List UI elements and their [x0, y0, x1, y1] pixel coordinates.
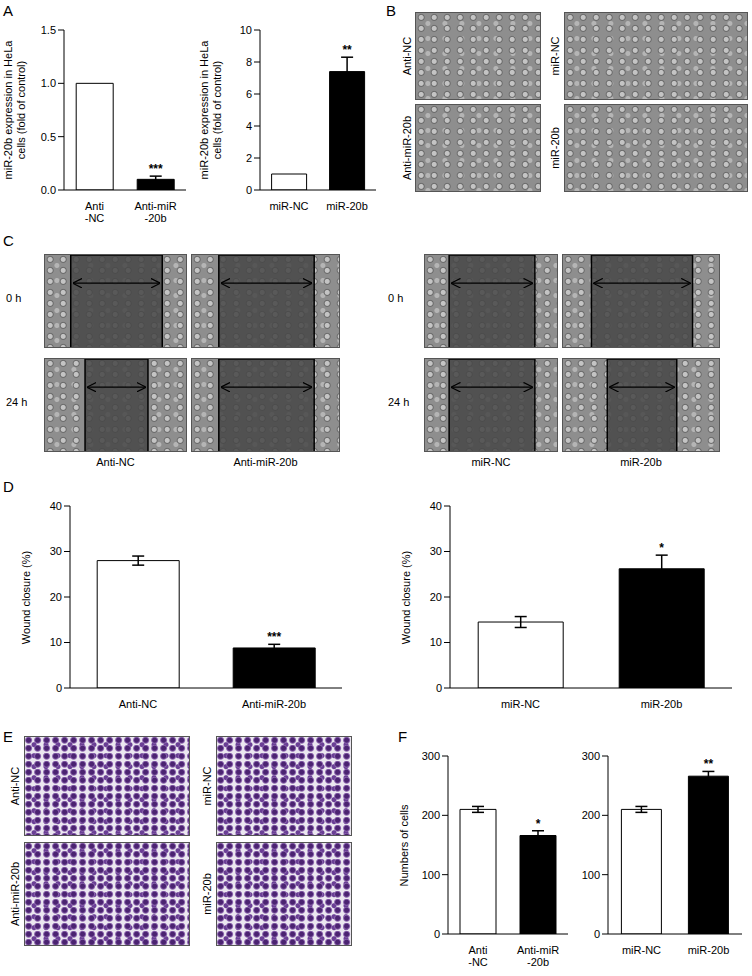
svg-text:***: ***	[149, 162, 163, 176]
svg-text:**: **	[704, 757, 714, 771]
html-text:F: F	[398, 728, 408, 745]
svg-text:***: ***	[267, 630, 281, 644]
html-text:miR-20b: miR-20b	[620, 456, 662, 468]
html-text:Numbers of cells: Numbers of cells	[398, 804, 411, 886]
html-text:Anti-miR-20b: Anti-miR-20b	[233, 456, 298, 468]
svg-text:miR-20b: miR-20b	[641, 698, 683, 710]
svg-text:**: **	[342, 43, 352, 57]
svg-text:Anti-NC: Anti-NC	[468, 944, 488, 968]
svg-text:1.0: 1.0	[41, 77, 56, 89]
html-text:Wound closure (%): Wound closure (%)	[20, 550, 33, 644]
svg-text:miR-NC: miR-NC	[269, 200, 308, 212]
html-text:miR-20b: miR-20b	[201, 873, 213, 915]
html-text:D: D	[3, 478, 14, 495]
html-text:Anti-NC: Anti-NC	[401, 36, 413, 76]
svg-text:Anti-NC: Anti-NC	[119, 698, 158, 710]
svg-text:0: 0	[594, 928, 600, 940]
svg-text:300: 300	[582, 750, 600, 762]
svg-text:4: 4	[246, 120, 252, 132]
svg-text:1.5: 1.5	[41, 24, 56, 36]
html-text:C: C	[3, 232, 14, 249]
svg-text:0: 0	[436, 682, 442, 694]
html-text:Wound closure (%): Wound closure (%)	[400, 550, 413, 644]
svg-text:0.5: 0.5	[41, 131, 56, 143]
html-text:0 h: 0 h	[6, 292, 22, 304]
html-text:miR-20b expression in HeLa cel: miR-20b expression in HeLa cells (fold o…	[2, 40, 27, 180]
html-text:24 h: 24 h	[6, 396, 28, 408]
html-text:miR-NC: miR-NC	[471, 456, 511, 468]
svg-text:*: *	[536, 817, 541, 831]
svg-text:40: 40	[50, 500, 62, 512]
html-text:miR-NC: miR-NC	[549, 36, 561, 76]
svg-text:0: 0	[246, 184, 252, 196]
svg-text:8: 8	[246, 56, 252, 68]
svg-text:miR-NC: miR-NC	[622, 944, 661, 956]
svg-text:0: 0	[56, 682, 62, 694]
html-text:miR-20b: miR-20b	[549, 127, 561, 169]
svg-text:20: 20	[430, 591, 442, 603]
svg-text:*: *	[659, 541, 664, 555]
svg-text:10: 10	[430, 636, 442, 648]
svg-text:Anti-miR-20b: Anti-miR-20b	[517, 944, 559, 968]
html-text:Anti-NC: Anti-NC	[9, 766, 21, 806]
svg-text:30: 30	[50, 545, 62, 557]
svg-text:100: 100	[422, 869, 440, 881]
svg-text:200: 200	[422, 809, 440, 821]
html-text:A: A	[3, 2, 13, 19]
svg-text:0.0: 0.0	[41, 184, 56, 196]
html-text:24 h: 24 h	[388, 396, 410, 408]
svg-text:Anti-miR-20b: Anti-miR-20b	[134, 200, 176, 224]
svg-text:miR-NC: miR-NC	[501, 698, 540, 710]
html-text:Anti-NC: Anti-NC	[96, 456, 135, 468]
html-text:B: B	[386, 2, 396, 19]
svg-text:20: 20	[50, 591, 62, 603]
svg-text:6: 6	[246, 88, 252, 100]
html-text:Anti-miR-20b: Anti-miR-20b	[401, 115, 413, 181]
svg-text:Anti-miR-20b: Anti-miR-20b	[242, 698, 306, 710]
svg-text:40: 40	[430, 500, 442, 512]
html-text:miR-20b expression in HeLa cel: miR-20b expression in HeLa cells (fold o…	[198, 40, 223, 180]
html-text:E: E	[3, 728, 13, 745]
html-text:0 h: 0 h	[388, 292, 404, 304]
svg-text:2: 2	[246, 152, 252, 164]
svg-text:300: 300	[422, 750, 440, 762]
svg-text:0: 0	[434, 928, 440, 940]
svg-text:miR-20b: miR-20b	[326, 200, 368, 212]
html-text:Anti-miR-20b: Anti-miR-20b	[9, 861, 21, 927]
svg-text:miR-20b: miR-20b	[688, 944, 730, 956]
svg-text:10: 10	[240, 24, 252, 36]
svg-text:200: 200	[582, 809, 600, 821]
svg-text:10: 10	[50, 636, 62, 648]
svg-text:Anti-NC: Anti-NC	[85, 200, 105, 224]
svg-text:30: 30	[430, 545, 442, 557]
svg-text:100: 100	[582, 869, 600, 881]
html-text:miR-NC: miR-NC	[201, 766, 213, 806]
